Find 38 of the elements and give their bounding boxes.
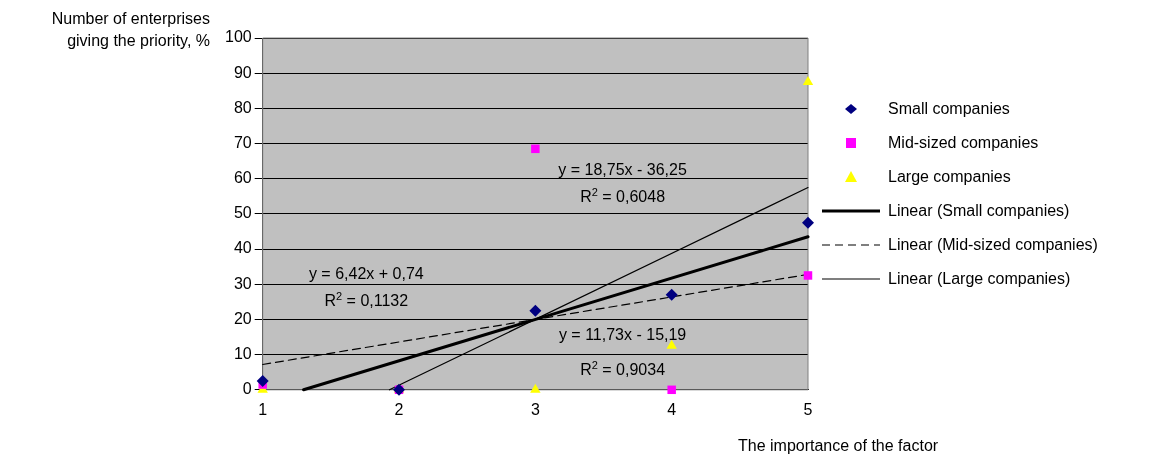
point: [802, 75, 814, 85]
point: [531, 144, 540, 154]
annotation: y = 11,73x - 15,19: [558, 326, 687, 345]
point: [529, 304, 542, 317]
legend-label: Large companies: [888, 168, 1011, 186]
y-tick-label: 0: [242, 380, 252, 398]
y-tick-label: 60: [233, 169, 252, 187]
x-tick-label: 2: [394, 400, 404, 418]
y-tick-label: 100: [224, 28, 252, 46]
x-tick-label: 1: [258, 400, 268, 418]
legend-label: Mid-sized companies: [888, 134, 1039, 152]
y-tick-label: 70: [233, 133, 252, 151]
point: [803, 271, 813, 280]
y-tick-label: 40: [233, 239, 252, 257]
x-tick-label: 5: [803, 400, 813, 418]
legend-label: Linear (Small companies): [888, 202, 1070, 220]
y-axis-title: Number of enterprises giving the priority, %: [50, 9, 210, 51]
x-tick-label: 4: [667, 400, 677, 418]
y-tick-label: 50: [233, 204, 252, 222]
annotation: y = 18,75x - 36,25: [558, 160, 687, 179]
y-tick-label: 30: [233, 274, 252, 292]
legend-label: Linear (Mid-sized companies): [888, 236, 1098, 254]
legend-label: Linear (Large companies): [888, 270, 1071, 288]
point: [802, 216, 814, 229]
y-tick-label: 80: [233, 98, 252, 116]
y-tick-label: 10: [233, 345, 252, 363]
point: [667, 385, 676, 395]
point: [530, 383, 541, 393]
annotation: R$^{2}$ = 0,1132: [324, 289, 409, 311]
y-tick-label: 20: [233, 309, 252, 327]
y-tick-label: 90: [233, 63, 252, 81]
annotation: R$^{2}$ = 0,6048: [580, 186, 666, 207]
x-tick-label: 3: [530, 400, 540, 418]
x-axis-title: The importance of the factor: [738, 437, 940, 455]
point: [665, 288, 678, 301]
legend-label: Small companies: [888, 100, 1010, 118]
annotation: R$^{2}$ = 0,9034: [580, 358, 666, 379]
annotation: y = 6,42x + 0,74: [308, 264, 424, 283]
